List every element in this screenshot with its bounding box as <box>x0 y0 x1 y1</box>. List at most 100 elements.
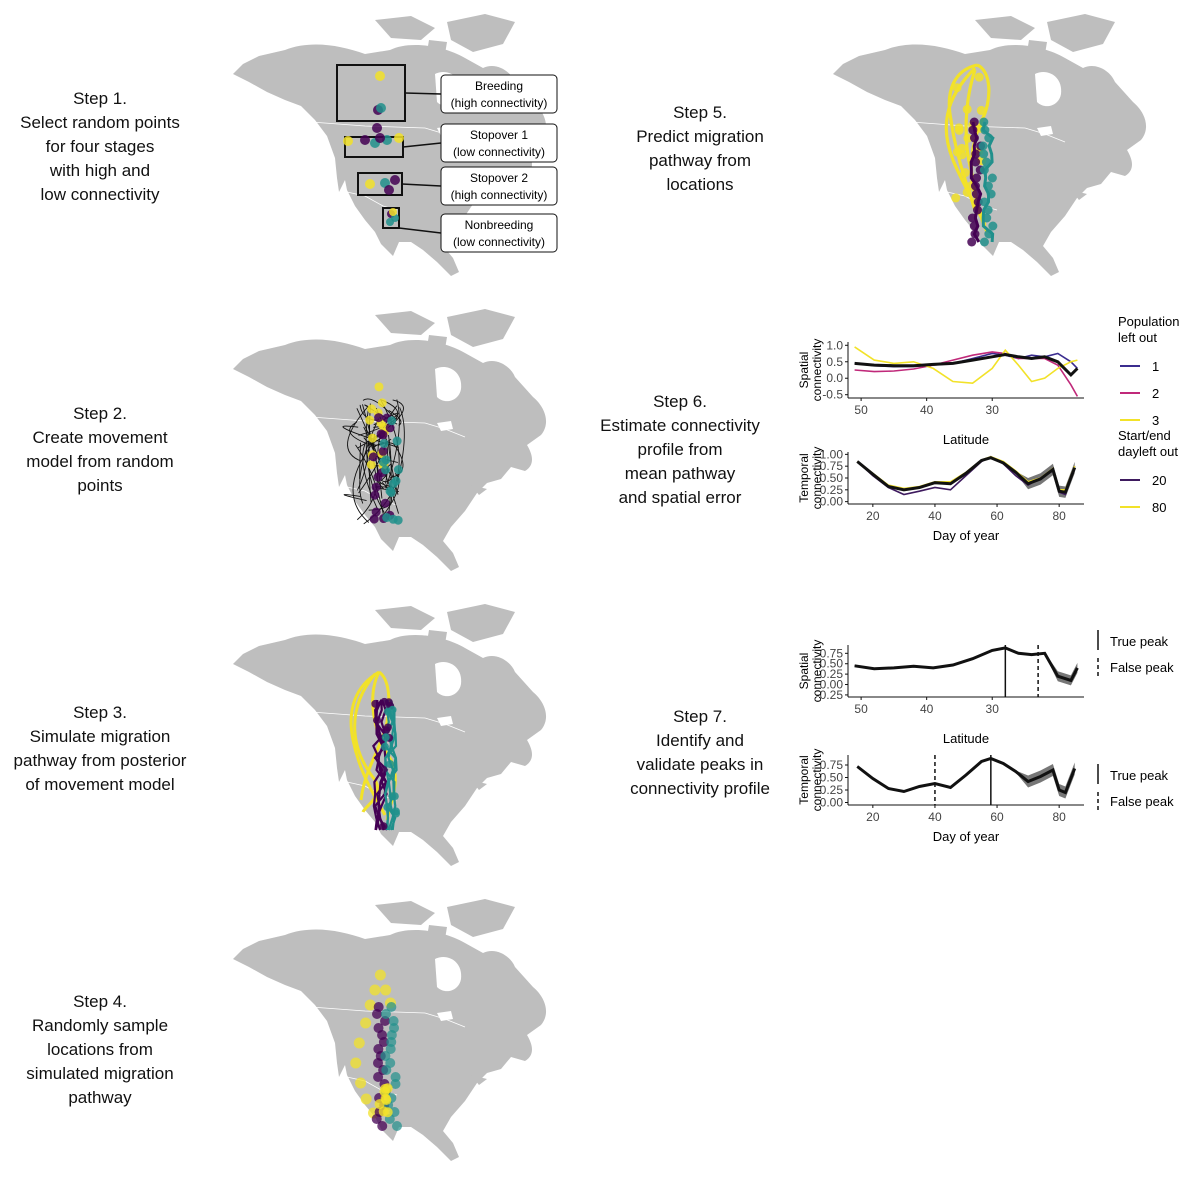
y-tick-label: -0.25 <box>816 688 844 702</box>
y-axis-label: Spatial <box>797 653 811 690</box>
location-point <box>380 1009 391 1019</box>
y-tick-label: 0.00 <box>820 796 844 810</box>
step4-line: locations from <box>47 1040 153 1059</box>
mean-line <box>856 756 1077 795</box>
location-point <box>369 984 381 996</box>
location-point <box>983 205 993 215</box>
y-axis-label: Spatial <box>797 352 811 389</box>
x-axis-label: Day of year <box>933 528 1000 543</box>
false-peak-label: False peak <box>1110 660 1174 675</box>
location-point <box>360 1017 372 1029</box>
x-tick-label: 30 <box>986 403 1000 417</box>
location-point <box>378 457 388 467</box>
location-point <box>979 165 989 175</box>
stage-connectivity: (low connectivity) <box>453 235 545 249</box>
location-point <box>963 133 973 143</box>
location-point <box>960 168 970 178</box>
location-point <box>382 1083 393 1094</box>
legend-label: 20 <box>1152 473 1166 488</box>
map-step4 <box>233 899 547 1161</box>
arctic-island-shape <box>427 630 447 644</box>
y-tick-label: 0.75 <box>820 758 844 772</box>
location-point <box>373 716 382 725</box>
true-peak-label: True peak <box>1110 768 1169 783</box>
step3-title: Step 3. <box>73 703 127 722</box>
location-point <box>387 416 397 426</box>
step2-line: model from random <box>26 452 174 471</box>
step4-line: Randomly sample <box>31 1016 169 1035</box>
x-tick-label: 50 <box>854 403 868 417</box>
location-point <box>979 149 989 159</box>
step6-text: Step 6. Estimate connectivity profile fr… <box>580 390 780 510</box>
location-point <box>365 415 375 425</box>
location-point <box>388 705 397 714</box>
movement-model-curve <box>381 473 400 518</box>
location-point <box>388 514 398 524</box>
step1-line: Select random points <box>20 113 180 132</box>
location-point <box>381 465 391 475</box>
step6-line: mean pathway <box>624 464 736 483</box>
label-leader-line <box>402 142 442 148</box>
stage-label-box <box>440 213 558 253</box>
y-axis-label: Temporal <box>797 453 811 502</box>
location-point <box>984 133 994 143</box>
step5-line: locations <box>666 175 734 194</box>
arctic-island-shape <box>427 925 447 939</box>
x-tick-label: 80 <box>1052 810 1066 824</box>
location-point <box>954 125 964 135</box>
location-point <box>962 187 972 197</box>
location-point <box>371 699 380 708</box>
x-tick-label: 80 <box>1052 509 1066 523</box>
hudson-bay-shape <box>1035 72 1062 107</box>
location-point <box>979 197 989 207</box>
label-leader-line <box>398 227 442 234</box>
x-tick-label: 40 <box>928 509 942 523</box>
arctic-island-shape <box>975 16 1035 40</box>
movement-model-curve <box>387 435 392 521</box>
stage-connectivity: (high connectivity) <box>451 96 548 110</box>
location-point <box>371 482 381 492</box>
map-step2 <box>233 309 547 571</box>
step7-title: Step 7. <box>673 707 727 726</box>
location-point <box>380 742 389 751</box>
map-step5 <box>833 14 1147 276</box>
legend-title: Population <box>1118 314 1179 329</box>
arctic-island-shape <box>427 335 447 349</box>
location-point <box>390 1079 401 1089</box>
location-point <box>372 123 382 133</box>
movement-model-curve <box>349 421 376 448</box>
location-point <box>957 143 967 153</box>
y-tick-label: 0.75 <box>820 459 844 473</box>
predicted-path-yellow <box>947 63 978 211</box>
location-point <box>371 507 381 517</box>
y-tick-label: -0.5 <box>822 388 843 402</box>
location-point <box>379 822 388 831</box>
movement-model-curve <box>388 410 402 426</box>
arctic-island-shape <box>375 311 435 335</box>
simulated-path-yellow <box>349 670 387 816</box>
y-axis-label: Temporal <box>797 755 811 804</box>
location-point <box>980 125 990 135</box>
step4-line: pathway <box>68 1088 132 1107</box>
legend-label: 80 <box>1152 500 1166 515</box>
y-tick-label: 1.00 <box>820 447 844 461</box>
location-point <box>987 173 997 183</box>
location-point <box>375 71 385 81</box>
location-point <box>373 1072 384 1082</box>
location-point <box>374 969 386 981</box>
location-point <box>379 765 388 774</box>
location-point <box>380 498 390 508</box>
border-line <box>310 711 466 733</box>
arctic-island-shape <box>375 901 435 925</box>
step7-line: connectivity profile <box>630 779 770 798</box>
location-point <box>368 433 378 443</box>
location-point <box>971 157 981 167</box>
step4-text: Step 4. Randomly sample locations from s… <box>0 990 200 1110</box>
great-lakes-shape <box>1037 126 1053 136</box>
y-tick-label: 0.50 <box>820 471 844 485</box>
mean-line <box>854 352 1079 378</box>
location-point <box>984 229 994 239</box>
location-point <box>969 117 979 127</box>
step2-line: Create movement <box>32 428 168 447</box>
